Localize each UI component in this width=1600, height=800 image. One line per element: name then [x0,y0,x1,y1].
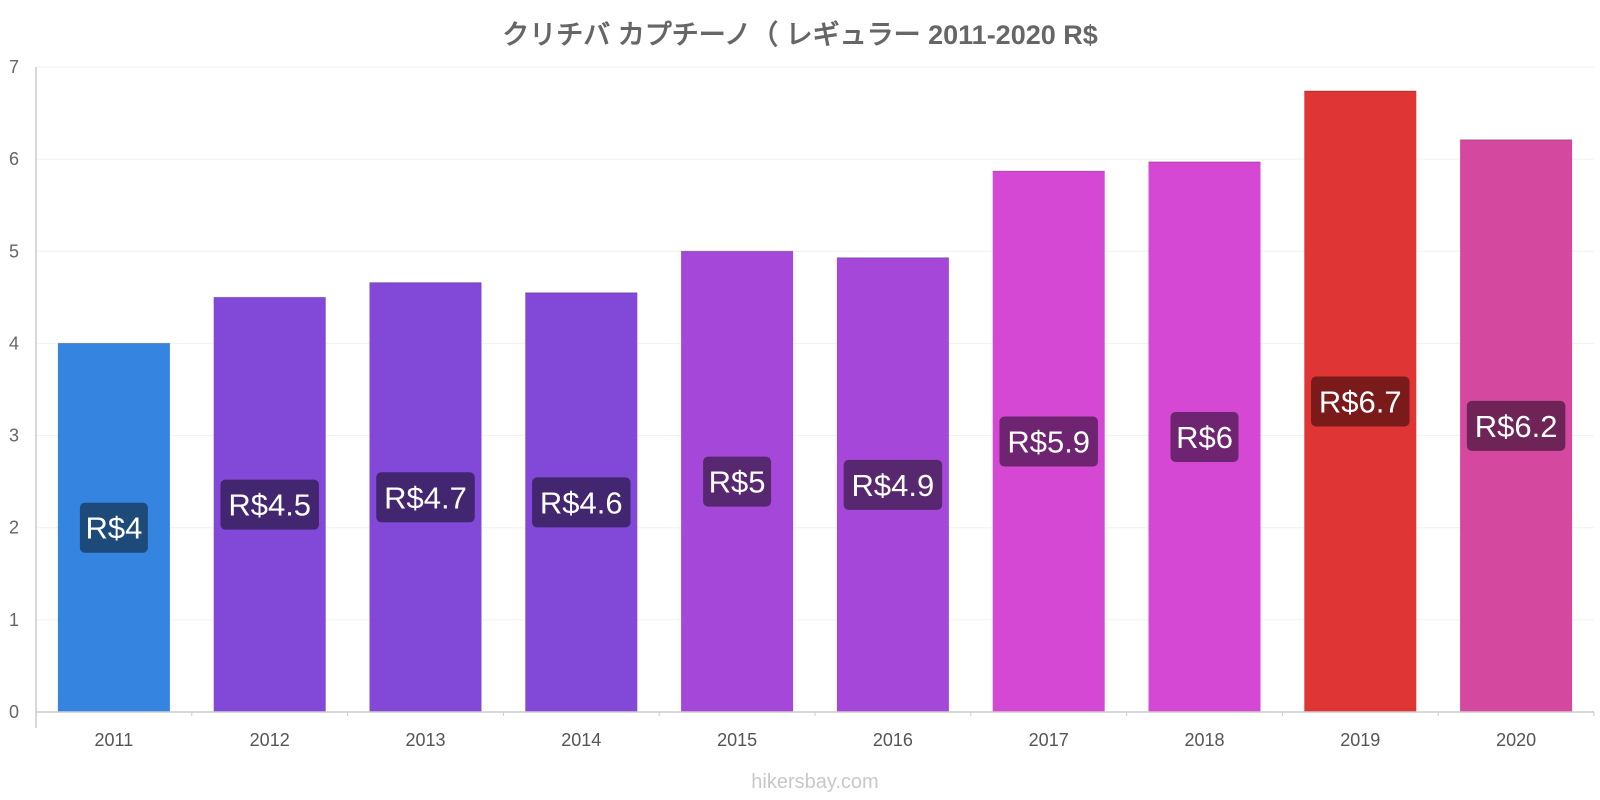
data-label-2016: R$4.9 [852,468,935,503]
data-label-2017: R$5.9 [1007,425,1090,460]
data-label-box-2016 [843,459,943,510]
data-labels: R$4 R$4.5 R$4.7 R$4.6 R$5 R$4.9 R$5.9 R$6 R$6.7 R… [79,376,1566,553]
source-watermark: hikersbay.com [751,771,878,793]
data-label-2014: R$4.6 [540,485,623,520]
data-label-2013: R$4.7 [384,480,467,515]
data-label-box-2014 [532,477,631,528]
data-label-box-2011 [79,502,148,553]
y-axis: 0 1 2 3 4 5 6 7 [9,57,37,728]
data-label-box-2015 [703,456,772,507]
y-tick-label: 5 [9,241,19,261]
data-label-2020: R$6.2 [1475,409,1558,444]
x-tick-label-2020: 2020 [1496,730,1536,750]
data-label-box-2017 [999,416,1098,467]
x-tick-label-2013: 2013 [405,730,445,750]
data-label-box-2012 [220,479,319,530]
x-tick-label-2011: 2011 [95,730,134,750]
chart-title: クリチバ カプチーノ（ レギュラー 2011-2020 R$ [502,20,1098,50]
x-tick-label-2012: 2012 [250,730,290,750]
data-label-2019: R$6.7 [1319,384,1402,419]
data-label-2011: R$4 [85,511,142,546]
x-tick-label-2019: 2019 [1340,730,1380,750]
x-tick-label-2014: 2014 [561,730,601,750]
x-tick-label-2016: 2016 [873,730,913,750]
data-label-box-2013 [376,472,475,523]
y-tick-label: 2 [9,518,19,538]
data-label-box-2019 [1311,376,1410,427]
data-label-2015: R$5 [709,465,766,500]
y-tick-label: 0 [9,702,19,722]
data-label-box-2020 [1466,400,1566,451]
y-tick-label: 1 [9,610,19,630]
y-tick-label: 6 [9,149,19,169]
x-tick-label-2015: 2015 [717,730,757,750]
data-label-box-2018 [1170,411,1239,462]
x-tick-label-2018: 2018 [1184,730,1224,750]
x-axis: 2011 2012 2013 2014 2015 2016 2017 2018 2019 2020 [36,711,1595,750]
data-label-2018: R$6 [1176,420,1233,455]
y-tick-label: 7 [9,57,19,77]
x-tick-label-2017: 2017 [1029,730,1069,750]
y-tick-label: 4 [9,333,19,353]
data-label-2012: R$4.5 [228,488,311,523]
y-tick-label: 3 [9,426,19,446]
